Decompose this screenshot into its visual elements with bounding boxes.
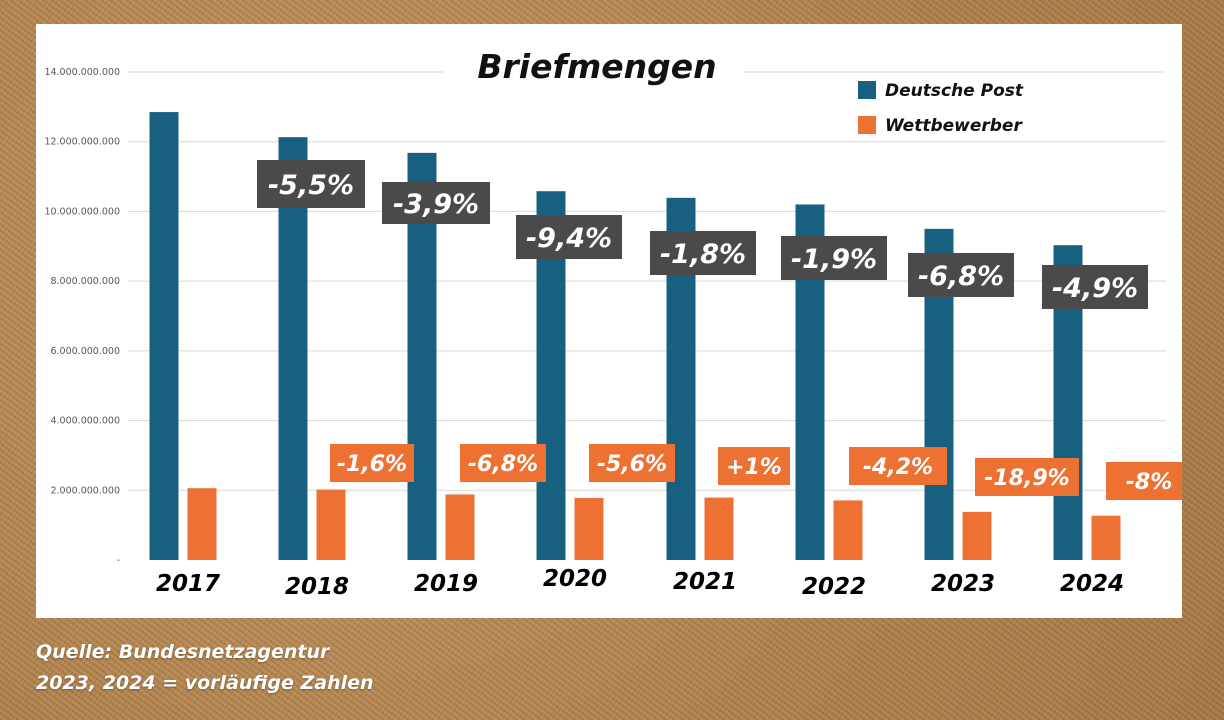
x-tick-label: 2019 — [414, 571, 478, 597]
change-label-box-deutsche-post — [908, 253, 1014, 297]
legend-label-wettbewerber: Wettbewerber — [885, 116, 1023, 136]
change-label-box-wettbewerber — [330, 444, 414, 482]
y-tick-label: - — [117, 555, 120, 566]
bar-wettbewerber — [704, 497, 734, 560]
change-label-box-wettbewerber — [460, 444, 546, 482]
change-label-box-wettbewerber — [1106, 462, 1182, 500]
chart-title: Briefmengen — [477, 47, 716, 86]
change-label-deutsche-post: -4,9% — [1052, 273, 1138, 304]
y-tick-label: 2.000.000.000 — [50, 485, 120, 496]
bar-deutsche-post — [149, 112, 179, 560]
change-label-box-wettbewerber — [718, 447, 790, 485]
change-label-deutsche-post: -1,8% — [660, 239, 746, 270]
x-tick-label: 2020 — [543, 566, 607, 592]
bar-wettbewerber — [574, 497, 604, 560]
title-background — [444, 44, 744, 92]
x-tick-label: 2024 — [1060, 571, 1124, 597]
change-label-box-wettbewerber — [975, 458, 1079, 496]
change-label-wettbewerber: -8% — [1126, 470, 1172, 495]
change-label-wettbewerber: -4,2% — [863, 455, 933, 480]
x-tick-label: 2022 — [802, 574, 866, 600]
y-tick-label: 6.000.000.000 — [50, 346, 120, 357]
change-label-deutsche-post: -1,9% — [791, 244, 877, 275]
source-note: 2023, 2024 = vorläufige Zahlen — [36, 672, 374, 694]
change-label-deutsche-post: -9,4% — [526, 223, 612, 254]
y-tick-label: 8.000.000.000 — [50, 276, 120, 287]
source-text: Quelle: Bundesnetzagentur — [36, 641, 330, 663]
bar-wettbewerber — [316, 489, 346, 560]
change-label-deutsche-post: -6,8% — [918, 261, 1004, 292]
x-tick-label: 2017 — [156, 571, 220, 597]
change-label-box-deutsche-post — [382, 182, 490, 224]
chart: - 2.000.000.000 4.000.000.000 6.000.000.000… — [44, 44, 1182, 600]
legend-swatch-wettbewerber — [858, 116, 876, 134]
y-tick-label: 12.000.000.000 — [44, 137, 120, 148]
y-tick-label: 4.000.000.000 — [50, 416, 120, 427]
x-tick-label: 2021 — [673, 569, 737, 595]
bar-wettbewerber — [833, 500, 863, 560]
change-label-box-deutsche-post — [781, 236, 887, 280]
y-tick-label: 10.000.000.000 — [44, 206, 120, 217]
bar-wettbewerber — [187, 488, 217, 560]
chart-panel: - 2.000.000.000 4.000.000.000 6.000.000.000… — [36, 24, 1182, 618]
change-label-wettbewerber: -1,6% — [337, 452, 407, 477]
bar-wettbewerber — [1091, 515, 1121, 560]
y-tick-label: 14.000.000.000 — [44, 67, 120, 78]
change-label-deutsche-post: -3,9% — [393, 189, 479, 220]
bar-wettbewerber — [962, 511, 992, 560]
change-label-box-wettbewerber — [589, 444, 675, 482]
change-label-box-deutsche-post — [1042, 265, 1148, 309]
change-label-wettbewerber: -18,9% — [984, 466, 1069, 491]
bar-wettbewerber — [445, 494, 475, 560]
change-label-box-deutsche-post — [650, 231, 756, 275]
legend-swatch-deutsche-post — [858, 81, 876, 99]
change-label-box-wettbewerber — [849, 447, 947, 485]
change-label-deutsche-post: -5,5% — [268, 170, 354, 201]
change-label-box-deutsche-post — [257, 160, 365, 208]
change-label-wettbewerber: -6,8% — [468, 452, 538, 477]
x-tick-label: 2018 — [285, 574, 349, 600]
legend-label-deutsche-post: Deutsche Post — [885, 81, 1024, 101]
change-label-box-deutsche-post — [516, 215, 622, 259]
change-label-wettbewerber: +1% — [726, 455, 782, 480]
x-tick-label: 2023 — [931, 571, 995, 597]
change-label-wettbewerber: -5,6% — [597, 452, 667, 477]
